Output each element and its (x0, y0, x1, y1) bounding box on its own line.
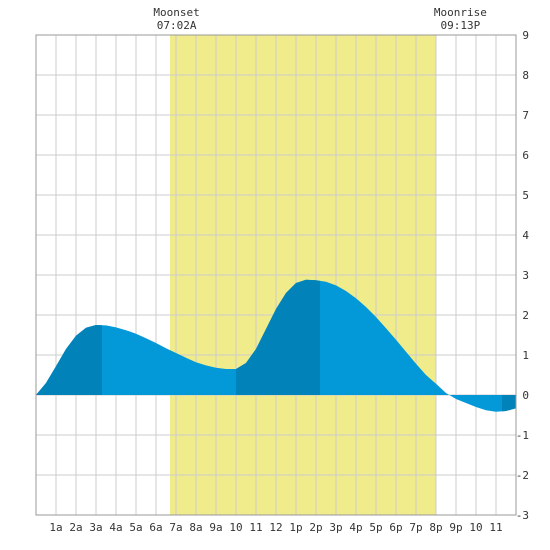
x-tick-label: 7a (169, 521, 182, 534)
moon-annotation: Moonrise (434, 6, 487, 19)
y-tick-label: 0 (522, 389, 529, 402)
x-tick-label: 8a (189, 521, 202, 534)
x-tick-label: 11 (489, 521, 502, 534)
x-tick-label: 12 (269, 521, 282, 534)
x-tick-label: 4a (109, 521, 122, 534)
x-tick-label: 2a (69, 521, 82, 534)
y-tick-label: 8 (522, 69, 529, 82)
y-tick-label: 6 (522, 149, 529, 162)
x-tick-label: 1a (49, 521, 62, 534)
tide-area-shaded (236, 279, 320, 395)
y-tick-label: -2 (516, 469, 529, 482)
y-tick-label: 7 (522, 109, 529, 122)
x-tick-label: 5a (129, 521, 142, 534)
y-tick-label: 3 (522, 269, 529, 282)
x-tick-label: 3p (329, 521, 342, 534)
x-tick-label: 6p (389, 521, 402, 534)
x-tick-label: 9p (449, 521, 462, 534)
x-tick-label: 10 (229, 521, 242, 534)
y-tick-label: 5 (522, 189, 529, 202)
x-tick-label: 9a (209, 521, 222, 534)
tide-area-shaded (36, 325, 102, 395)
tide-area-shaded (502, 395, 516, 412)
moon-annotation: 07:02A (157, 19, 197, 32)
y-tick-label: -3 (516, 509, 529, 522)
x-tick-label: 4p (349, 521, 362, 534)
moon-annotation: 09:13P (441, 19, 481, 32)
y-tick-label: 9 (522, 29, 529, 42)
x-tick-label: 2p (309, 521, 322, 534)
x-tick-label: 8p (429, 521, 442, 534)
x-tick-label: 5p (369, 521, 382, 534)
x-tick-label: 6a (149, 521, 162, 534)
x-tick-label: 1p (289, 521, 302, 534)
x-tick-label: 3a (89, 521, 102, 534)
x-tick-label: 10 (469, 521, 482, 534)
y-tick-label: 2 (522, 309, 529, 322)
y-tick-label: 1 (522, 349, 529, 362)
x-tick-label: 7p (409, 521, 422, 534)
moon-annotation: Moonset (153, 6, 199, 19)
y-tick-label: -1 (516, 429, 529, 442)
y-tick-label: 4 (522, 229, 529, 242)
x-tick-label: 11 (249, 521, 262, 534)
plot-border (35, 34, 517, 516)
